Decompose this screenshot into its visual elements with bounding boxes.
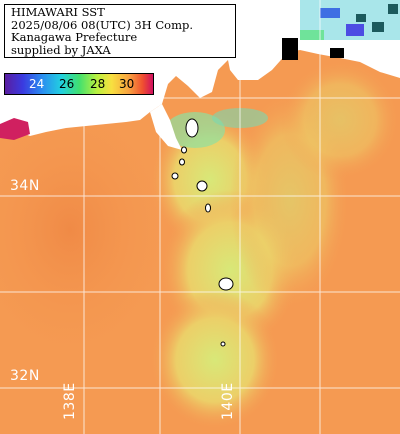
region-line: Kanagawa Prefecture xyxy=(11,30,138,44)
colorbar-tick: 24 xyxy=(29,77,45,91)
izu-peninsula xyxy=(150,104,182,150)
colorbar-tick: 28 xyxy=(90,77,106,91)
latitude-label-34n: 34N xyxy=(10,178,40,194)
aogashima-island xyxy=(220,341,226,347)
credit-line: supplied by JAXA xyxy=(11,42,111,57)
longitude-label-140e: 140E xyxy=(220,382,236,420)
niijima-island xyxy=(179,158,185,166)
latitude-label-32n: 32N xyxy=(10,368,40,384)
miyakejima-island xyxy=(196,180,208,192)
product-title: HIMAWARI SST xyxy=(11,5,105,19)
izu-islands xyxy=(171,118,234,347)
shikinejima-island xyxy=(171,172,179,180)
timestamp-line: 2025/08/06 08(UTC) 3H Comp. xyxy=(11,17,194,32)
sst-colorbar: 24 26 28 30 xyxy=(4,73,154,95)
toshima-island xyxy=(181,146,187,154)
mikurajima-island xyxy=(205,203,211,213)
map-info-box: HIMAWARI SST 2025/08/06 08(UTC) 3H Comp.… xyxy=(4,4,236,58)
longitude-label-138e: 138E xyxy=(62,382,78,420)
colorbar-tick: 26 xyxy=(59,77,75,91)
oshima-island xyxy=(185,118,199,138)
colorbar-tick: 30 xyxy=(119,77,135,91)
hot-water-patch xyxy=(0,118,30,140)
cloud-mask xyxy=(282,4,398,60)
warm-region-west xyxy=(0,90,180,370)
hachijojima-island xyxy=(218,277,234,291)
northeast-noise xyxy=(300,0,400,40)
